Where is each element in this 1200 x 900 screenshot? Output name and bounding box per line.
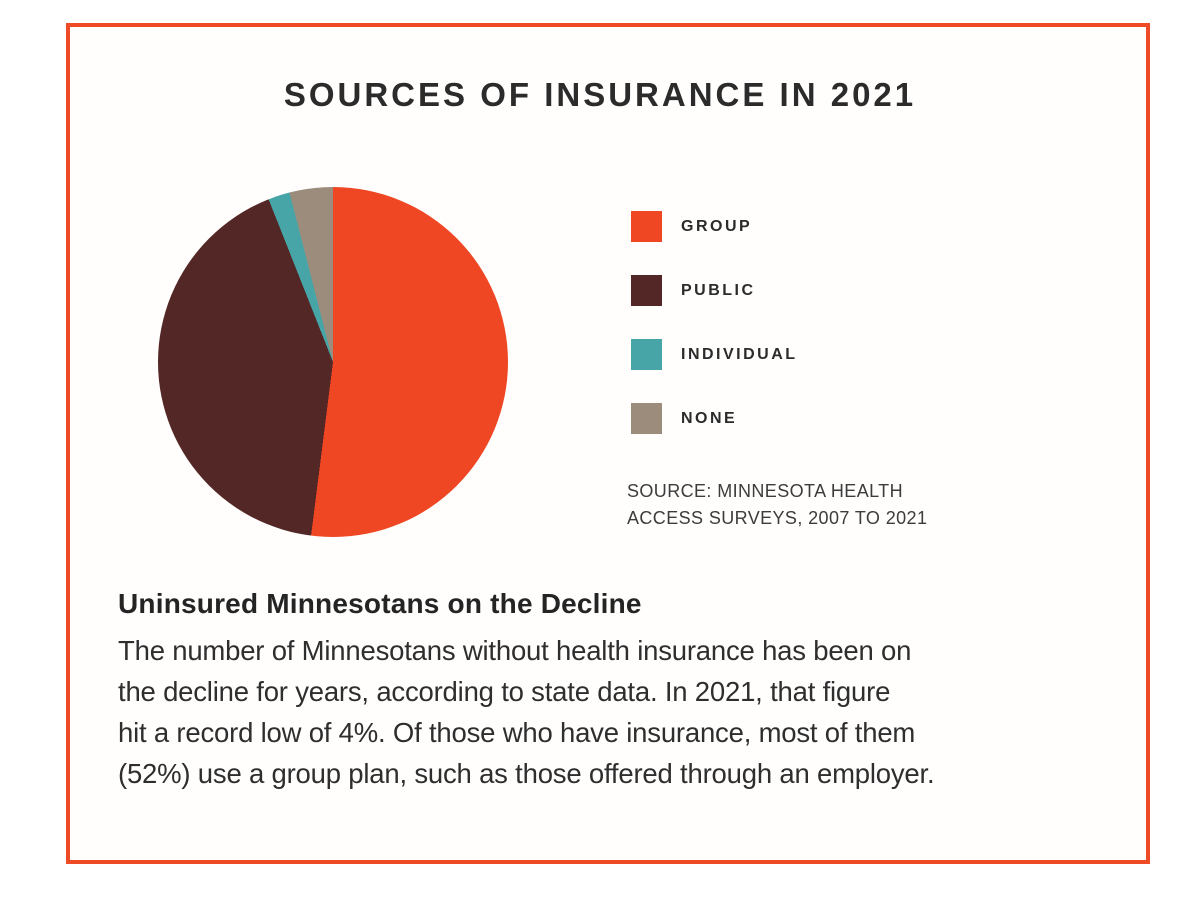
legend-swatch-group [631, 211, 662, 242]
legend-swatch-public [631, 275, 662, 306]
legend-label-group: GROUP [681, 217, 753, 235]
caption-line: hit a record low of 4%. Of those who hav… [118, 717, 916, 748]
source-note: SOURCE: MINNESOTA HEALTH ACCESS SURVEYS,… [627, 478, 927, 532]
legend-swatch-none [631, 403, 662, 434]
caption-line: (52%) use a group plan, such as those of… [118, 758, 935, 789]
legend-swatch-individual [631, 339, 662, 370]
source-line-2: ACCESS SURVEYS, 2007 TO 2021 [627, 508, 928, 528]
caption-line: the decline for years, according to stat… [118, 676, 891, 707]
legend-label-public: PUBLIC [681, 281, 756, 299]
caption-block: Uninsured Minnesotans on the Decline The… [118, 588, 1128, 794]
caption-heading: Uninsured Minnesotans on the Decline [118, 588, 642, 619]
legend-item-none: NONE [631, 403, 798, 434]
source-line-1: SOURCE: MINNESOTA HEALTH [627, 481, 903, 501]
legend-item-individual: INDIVIDUAL [631, 339, 798, 370]
pie-chart [158, 187, 508, 537]
legend-label-individual: INDIVIDUAL [681, 345, 798, 363]
legend-item-public: PUBLIC [631, 275, 798, 306]
legend-item-group: GROUP [631, 211, 798, 242]
caption-line: The number of Minnesotans without health… [118, 635, 912, 666]
legend: GROUP PUBLIC INDIVIDUAL NONE [631, 211, 798, 467]
chart-title: SOURCES OF INSURANCE IN 2021 [283, 76, 917, 113]
legend-label-none: NONE [681, 409, 738, 427]
